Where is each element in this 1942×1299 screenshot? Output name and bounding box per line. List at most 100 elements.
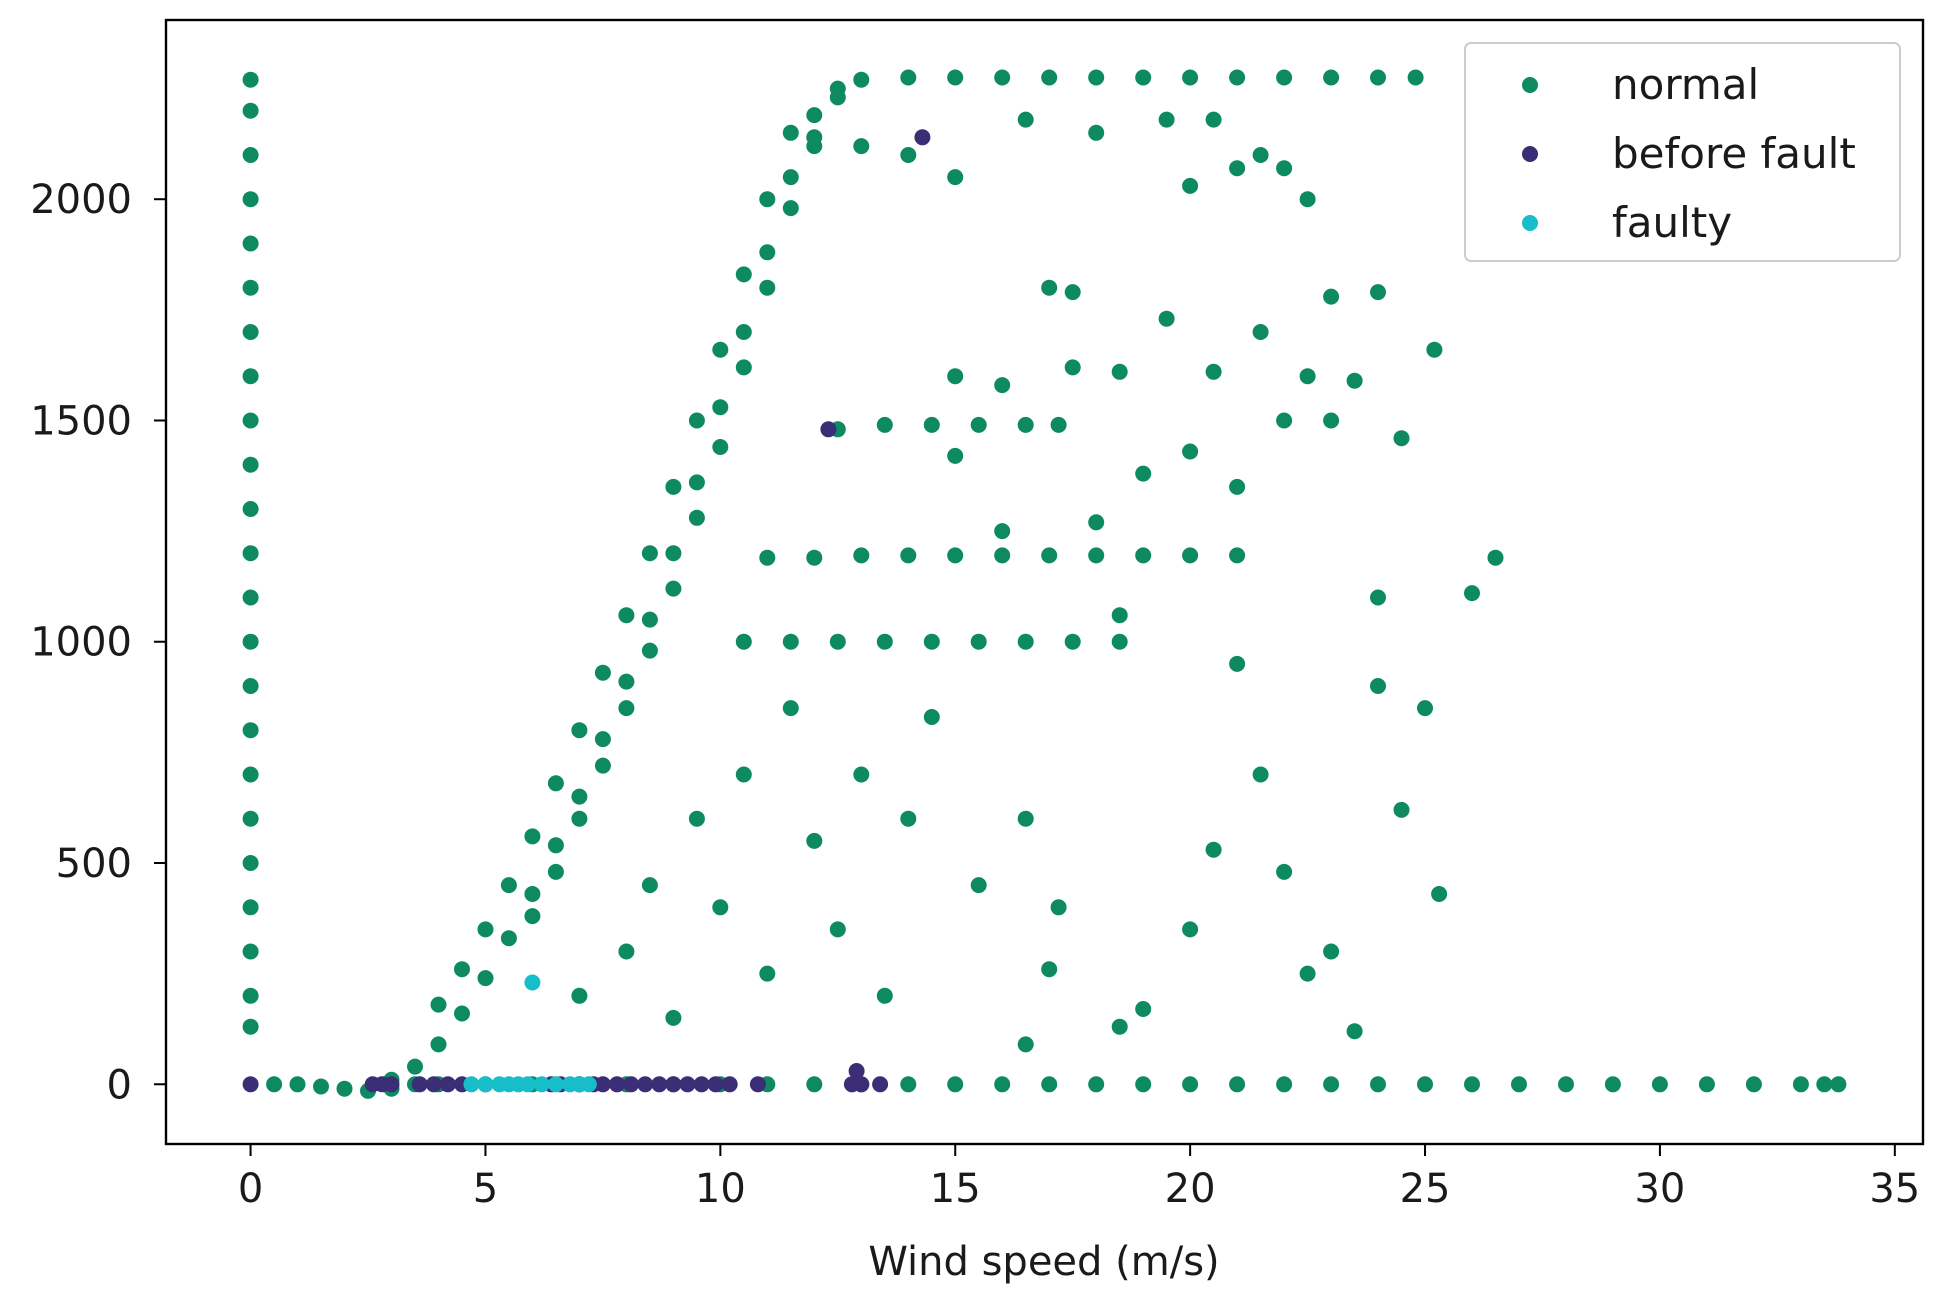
data-point: [500, 930, 517, 947]
y-tick-label: 0: [107, 1062, 132, 1108]
data-point: [242, 589, 259, 606]
data-point: [665, 1076, 682, 1093]
data-point: [547, 837, 564, 854]
data-point: [313, 1078, 329, 1095]
data-point: [1370, 678, 1386, 694]
data-point: [1229, 160, 1246, 177]
data-point: [242, 191, 259, 208]
data-point: [712, 341, 729, 358]
data-point: [242, 678, 259, 694]
data-point: [1041, 961, 1058, 978]
data-point: [947, 447, 964, 464]
data-point: [712, 439, 729, 455]
data-point: [651, 1076, 668, 1093]
data-point: [242, 147, 259, 163]
data-point: [1050, 416, 1067, 433]
data-point: [1346, 1023, 1363, 1040]
x-tick-label: 35: [1869, 1166, 1920, 1212]
data-point: [806, 549, 823, 566]
data-point: [900, 1076, 917, 1093]
data-point: [242, 324, 259, 340]
data-point: [688, 509, 705, 526]
data-point: [876, 416, 893, 433]
data-point: [923, 709, 940, 725]
data-point: [1323, 412, 1340, 429]
data-point: [1088, 547, 1105, 564]
legend-marker-normal: [1522, 77, 1538, 93]
data-point: [618, 607, 635, 624]
data-point: [1182, 177, 1199, 194]
data-point: [594, 664, 611, 681]
data-point: [970, 877, 987, 894]
data-point: [1417, 700, 1433, 717]
data-point: [547, 1076, 564, 1093]
data-point: [665, 545, 682, 562]
data-point: [782, 700, 799, 717]
data-point: [242, 102, 259, 119]
data-point: [1323, 288, 1340, 305]
data-point: [759, 965, 776, 982]
data-point: [1816, 1076, 1833, 1093]
data-point: [900, 547, 917, 564]
data-point: [500, 877, 517, 894]
data-point: [848, 1063, 865, 1079]
data-point: [524, 908, 541, 925]
data-point: [994, 547, 1011, 564]
data-point: [637, 1076, 654, 1093]
data-point: [1698, 1076, 1715, 1093]
data-point: [1064, 284, 1081, 301]
data-point: [1276, 412, 1293, 429]
data-point: [735, 633, 752, 650]
data-point: [735, 324, 752, 340]
data-point: [1088, 514, 1105, 531]
data-point: [994, 377, 1011, 394]
data-point: [688, 810, 705, 827]
data-point: [876, 633, 893, 650]
scatter-points-layer: [242, 69, 1847, 1099]
data-point: [1252, 147, 1269, 163]
data-point: [853, 766, 870, 783]
data-point: [947, 69, 964, 86]
data-point: [1088, 124, 1105, 141]
x-tick-label: 30: [1634, 1166, 1685, 1212]
data-point: [1017, 416, 1034, 433]
data-point: [571, 810, 588, 827]
data-point: [1407, 69, 1424, 86]
data-point: [1111, 633, 1128, 650]
data-point: [923, 416, 940, 433]
data-point: [289, 1076, 306, 1093]
data-point: [1370, 589, 1386, 606]
data-point: [1745, 1076, 1762, 1093]
data-point: [242, 1076, 259, 1093]
data-point: [1111, 607, 1128, 624]
data-point: [782, 200, 799, 217]
data-point: [1651, 1076, 1668, 1093]
data-point: [1229, 478, 1246, 495]
data-point: [439, 1076, 456, 1093]
data-point: [947, 169, 964, 186]
data-point: [1229, 69, 1246, 86]
data-point: [1299, 965, 1316, 982]
plot-frame: [164, 18, 1925, 1146]
data-point: [853, 71, 870, 88]
data-point: [1182, 443, 1199, 460]
x-axis: 0 5 10 15 20 25 30 35: [238, 1144, 1920, 1212]
data-point: [1464, 1076, 1480, 1093]
data-point: [1111, 363, 1128, 380]
data-point: [1426, 341, 1443, 358]
data-point: [853, 547, 870, 564]
data-point: [782, 633, 799, 650]
data-point: [594, 757, 611, 774]
data-point: [242, 235, 259, 252]
data-point: [759, 549, 776, 566]
data-point: [547, 863, 564, 880]
data-point: [994, 69, 1011, 86]
legend-marker-faulty: [1522, 215, 1538, 231]
data-point: [1370, 1076, 1386, 1093]
data-point: [1276, 69, 1293, 86]
data-point: [1135, 1076, 1152, 1093]
data-point: [853, 138, 870, 155]
data-point: [872, 1076, 889, 1093]
data-point: [1050, 899, 1067, 916]
data-point: [242, 987, 259, 1004]
